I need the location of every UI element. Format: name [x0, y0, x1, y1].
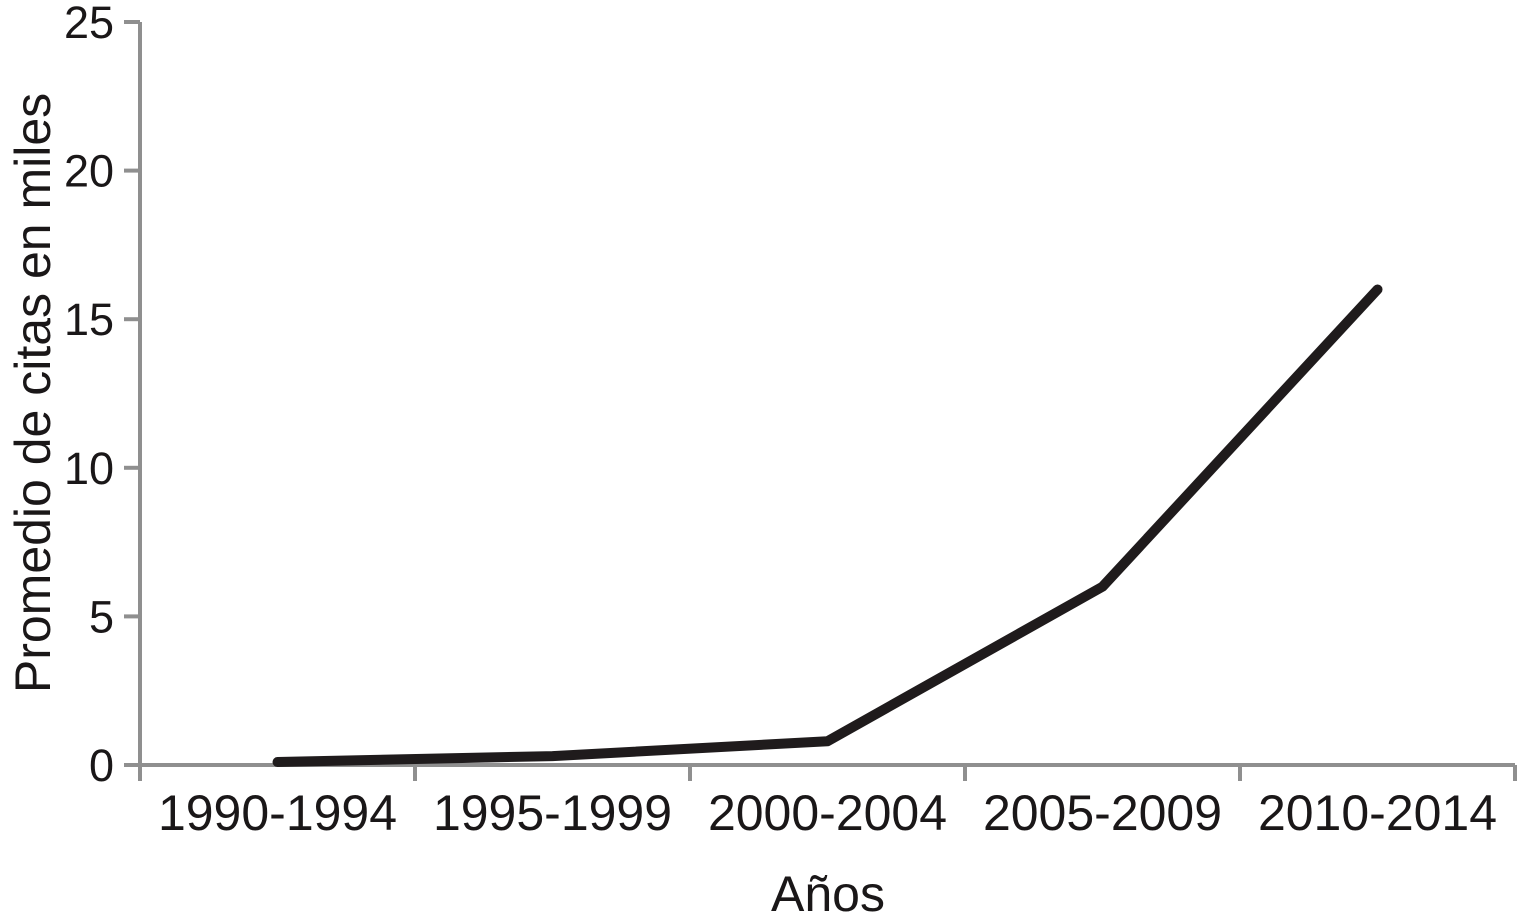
- x-category-label: 2000-2004: [708, 785, 947, 841]
- y-tick-label: 20: [64, 146, 114, 197]
- x-category-label: 2010-2014: [1258, 785, 1497, 841]
- data-line-promedio-de-citas: [272, 284, 1383, 768]
- y-axis-title: Promedio de citas en miles: [5, 92, 61, 694]
- y-tick-label: 0: [89, 740, 114, 791]
- axis-spine: [138, 22, 1515, 767]
- y-tick-label: 10: [64, 443, 114, 494]
- x-category-label: 2005-2009: [983, 785, 1222, 841]
- x-axis-title: Años: [771, 866, 885, 922]
- y-tick-label: 5: [89, 591, 114, 642]
- x-category-label: 1990-1994: [158, 785, 397, 841]
- x-category-label: 1995-1999: [433, 785, 672, 841]
- y-tick-label: 15: [64, 294, 114, 345]
- y-tick-label: 25: [64, 0, 114, 48]
